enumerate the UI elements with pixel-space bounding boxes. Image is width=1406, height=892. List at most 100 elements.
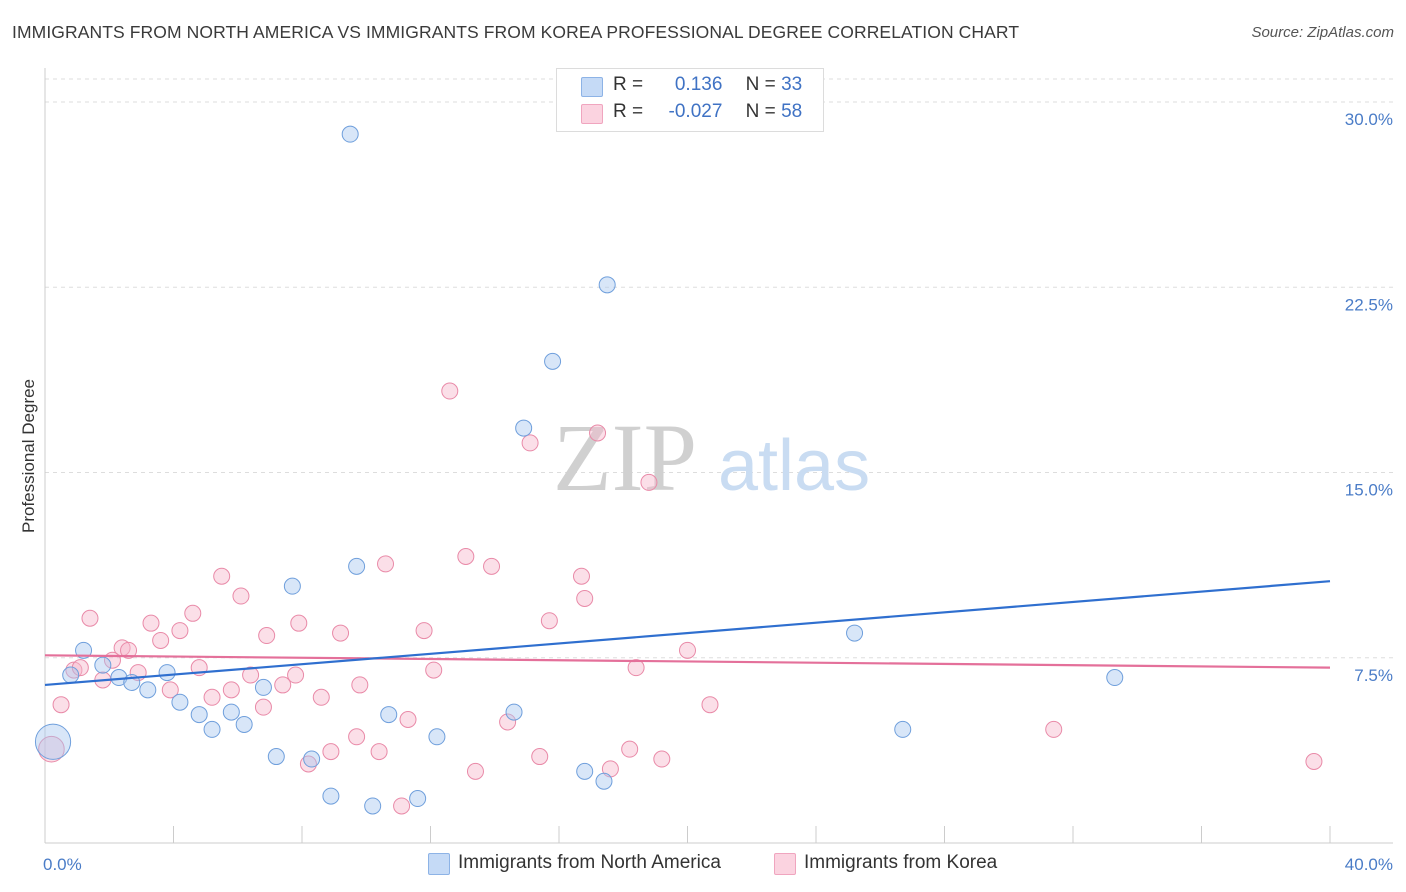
korea-trend-line bbox=[44, 654, 1331, 669]
north-america-point bbox=[1106, 669, 1124, 687]
legend-n-label: N = bbox=[745, 101, 776, 122]
y-tick-label: 30.0% bbox=[1345, 110, 1393, 129]
watermark: ZIP atlas bbox=[553, 404, 870, 511]
korea-point bbox=[222, 681, 240, 699]
north-america-point bbox=[254, 678, 272, 696]
north-america-point bbox=[505, 703, 523, 721]
north-america-point bbox=[380, 706, 398, 724]
korea-point bbox=[521, 434, 539, 452]
korea-point bbox=[679, 641, 696, 659]
korea-point bbox=[242, 666, 260, 684]
watermark-zip: ZIP bbox=[553, 404, 697, 511]
north-america-point bbox=[364, 797, 382, 815]
korea-point bbox=[299, 755, 317, 773]
korea-point bbox=[152, 631, 170, 649]
north-america-point bbox=[428, 728, 446, 746]
north-america-point bbox=[203, 720, 221, 738]
trend-lines bbox=[44, 580, 1331, 687]
korea-point bbox=[370, 743, 388, 761]
chart-title: IMMIGRANTS FROM NORTH AMERICA VS IMMIGRA… bbox=[12, 22, 1020, 42]
korea-point bbox=[701, 696, 719, 714]
korea-point bbox=[38, 735, 65, 763]
north-america-point bbox=[171, 693, 189, 711]
legend-swatch-blue bbox=[581, 77, 603, 97]
korea-point bbox=[499, 713, 517, 731]
korea-point bbox=[572, 567, 590, 585]
legend-n-label: N = bbox=[745, 74, 776, 95]
korea-point bbox=[640, 473, 658, 491]
north-america-point bbox=[94, 656, 112, 674]
x-tick-label: 40.0% bbox=[1345, 855, 1393, 874]
x-ticks bbox=[44, 826, 1331, 843]
north-america-point bbox=[341, 125, 359, 143]
bottom-legend-label: Immigrants from Korea bbox=[804, 852, 998, 873]
north-america-point bbox=[544, 352, 562, 370]
korea-point bbox=[274, 676, 292, 694]
korea-point bbox=[415, 622, 433, 640]
north-america-point bbox=[62, 666, 80, 684]
korea-point bbox=[441, 382, 459, 400]
north-america-point bbox=[515, 419, 533, 437]
correlation-legend: R = 0.136 N = 33 R = -0.027 N = 58 bbox=[556, 68, 824, 132]
korea-point bbox=[254, 698, 272, 716]
legend-r-value: -0.027 bbox=[668, 101, 723, 122]
watermark-atlas: atlas bbox=[718, 426, 870, 506]
north-america-point bbox=[139, 681, 157, 699]
north-america-point bbox=[846, 624, 864, 642]
korea-point bbox=[287, 666, 305, 684]
korea-point bbox=[377, 555, 395, 573]
north-america-point bbox=[322, 787, 340, 805]
korea-point bbox=[81, 609, 99, 627]
legend-n-value: 33 bbox=[781, 74, 803, 95]
north-america-point bbox=[598, 276, 616, 294]
x-tick-label: 0.0% bbox=[43, 855, 82, 874]
y-tick-label: 22.5% bbox=[1345, 295, 1393, 314]
legend-r-value: 0.136 bbox=[674, 74, 723, 95]
north-america-point bbox=[222, 703, 240, 721]
korea-point bbox=[184, 604, 202, 622]
korea-point bbox=[232, 587, 250, 605]
x-tick-labels: 0.0% 40.0% bbox=[43, 855, 1393, 874]
bottom-legend-swatch-pink bbox=[774, 853, 796, 875]
north-america-point bbox=[190, 706, 208, 724]
korea-point bbox=[312, 688, 330, 706]
korea-point bbox=[161, 681, 179, 699]
korea-point bbox=[142, 614, 160, 632]
north-america-point bbox=[576, 762, 594, 780]
north-america-point bbox=[34, 723, 72, 760]
korea-point bbox=[425, 661, 443, 679]
legend-r-label: R = bbox=[613, 74, 644, 95]
y-tick-label: 15.0% bbox=[1345, 481, 1393, 500]
korea-point bbox=[120, 641, 138, 659]
north-america-point bbox=[283, 577, 301, 595]
korea-point bbox=[621, 740, 639, 758]
north-america-points bbox=[34, 125, 1124, 815]
korea-point bbox=[540, 612, 558, 630]
korea-point bbox=[332, 624, 350, 642]
korea-point bbox=[653, 750, 671, 768]
bottom-legend-swatch-blue bbox=[428, 853, 450, 875]
axes bbox=[44, 68, 1393, 844]
y-axis-label: Professional Degree bbox=[19, 379, 38, 533]
legend-swatch-pink bbox=[581, 104, 603, 124]
korea-point bbox=[531, 748, 549, 766]
korea-point bbox=[393, 797, 411, 815]
grid-lines bbox=[45, 78, 1393, 659]
korea-point bbox=[576, 589, 594, 607]
north-america-point bbox=[894, 720, 912, 738]
korea-point bbox=[322, 743, 340, 761]
korea-point bbox=[290, 614, 308, 632]
korea-point bbox=[1305, 752, 1323, 770]
korea-point bbox=[348, 728, 366, 746]
korea-point bbox=[483, 557, 501, 575]
legend-stats: R = -0.027 N = 58 bbox=[613, 101, 802, 123]
y-tick-label: 7.5% bbox=[1354, 666, 1393, 685]
legend-stats: R = 0.136 N = 33 bbox=[613, 74, 802, 96]
korea-point bbox=[627, 659, 645, 677]
north-america-point bbox=[75, 641, 93, 659]
north-america-point bbox=[267, 748, 285, 766]
korea-point bbox=[258, 627, 276, 645]
bottom-legend-label: Immigrants from North America bbox=[458, 852, 721, 873]
north-america-point bbox=[348, 557, 366, 575]
